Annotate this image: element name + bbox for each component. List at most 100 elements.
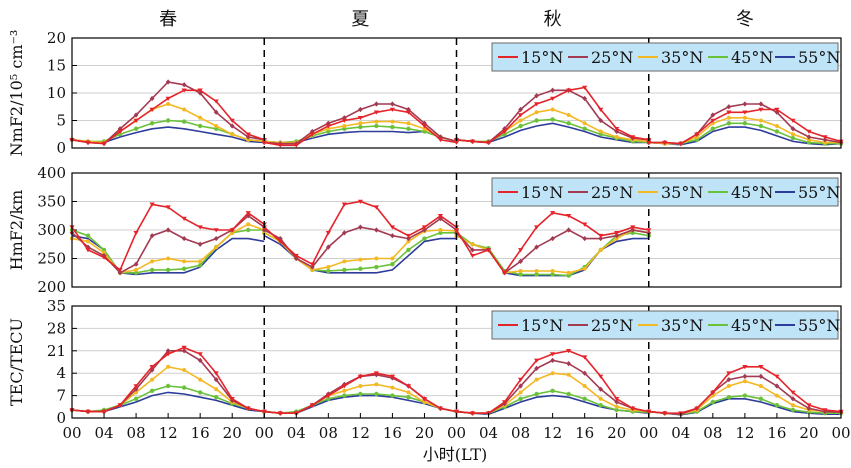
data-point [582,95,588,102]
data-point [694,135,699,139]
data-point [165,267,171,273]
data-point [726,104,732,110]
data-point [822,408,828,413]
data-point [406,395,411,400]
x-tick-label: 12 [735,424,754,442]
data-point [726,115,731,120]
data-point [534,118,539,123]
data-point [646,230,652,236]
data-point [229,118,235,123]
data-point [229,228,235,233]
data-point [181,266,187,271]
data-point [518,258,523,264]
data-point [758,396,764,401]
data-point [117,270,123,276]
legend-label: 15°N [521,316,563,335]
data-point [790,390,796,395]
data-point [374,123,379,129]
data-point [325,124,331,129]
x-tick-label: 16 [767,424,786,442]
data-point [229,123,235,129]
data-point [149,121,155,126]
legend-label: 35°N [661,183,703,202]
data-point [341,384,347,389]
y-tick-label: 28 [47,319,66,337]
data-point [325,393,331,398]
data-point [534,110,539,115]
y-tick-label: 4 [56,364,66,382]
data-point [470,242,475,247]
data-point [166,256,171,261]
data-point [165,118,171,123]
data-point [374,256,379,261]
panel-2: 200 250 300 350 400 HmF2/km 15°N 25°N 35°N 45°N 55… [7,164,842,296]
data-point [133,386,139,392]
data-point [309,132,315,137]
data-point [534,244,540,250]
panels: 0 5 10 15 20 NmF2/10⁵ cm⁻³ 15°N 25°N 35°N 45°N 55°… [7,29,844,427]
data-point [149,107,155,112]
data-point [197,263,203,268]
y-tick-label: 0 [56,409,66,427]
data-point [726,395,732,400]
x-tick-label: 20 [223,424,242,442]
x-tick-label: 12 [351,424,370,442]
data-point [277,411,283,416]
data-point [614,135,619,139]
data-point [245,406,251,411]
data-point [774,403,780,408]
data-point [165,348,171,354]
data-point [197,390,203,395]
data-point [453,409,460,414]
data-point [550,388,555,393]
data-point [389,107,396,112]
data-point [342,259,347,264]
data-point [758,101,764,107]
data-point [758,107,764,112]
season-label: 夏 [351,9,369,30]
data-point [389,225,396,230]
data-point [133,396,139,401]
data-point [213,371,219,376]
x-tick-label: 16 [383,424,402,442]
data-point [726,121,732,126]
series-line [264,394,457,414]
series-line [456,359,649,414]
data-point [438,230,443,236]
data-point [358,384,363,388]
data-point [85,233,91,238]
season-labels: 春夏秋冬 [159,9,754,30]
y-tick-label: 400 [37,164,66,182]
data-point [582,266,587,271]
data-point [277,239,283,244]
data-point [774,107,780,112]
x-tick-label: 08 [703,424,722,442]
data-point [598,233,604,239]
data-point [165,79,171,85]
data-point [518,383,523,389]
data-point [181,348,187,354]
legend: 15°N 25°N 35°N 45°N 55°N [491,177,840,207]
data-point [261,227,267,233]
data-point [198,377,203,382]
data-point [326,268,331,274]
data-point [598,129,603,134]
series-line [456,372,649,414]
data-point [534,377,539,382]
season-label: 秋 [544,9,562,30]
data-point [117,268,123,273]
data-point [566,361,572,367]
data-point [85,140,91,145]
data-point [614,404,619,409]
data-point [630,406,636,411]
data-point [742,393,748,398]
legend-label: 35°N [661,48,703,67]
data-point [790,396,796,402]
data-point [101,247,107,253]
data-point [341,118,347,123]
data-point [181,235,187,242]
data-point [774,129,780,134]
data-point [326,126,331,131]
data-point [566,273,571,278]
data-point [181,82,187,88]
